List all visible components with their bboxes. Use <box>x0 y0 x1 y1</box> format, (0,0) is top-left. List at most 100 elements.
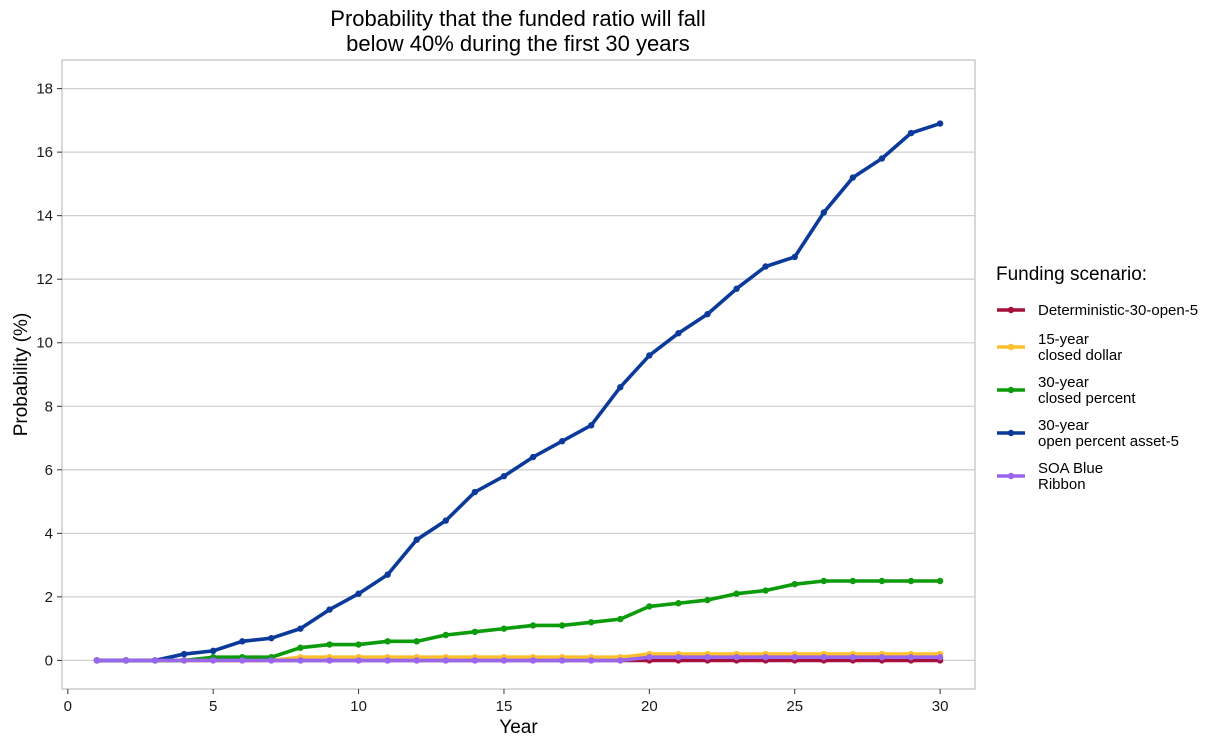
data-point <box>180 657 188 664</box>
legend-label: 30-year <box>1038 374 1089 391</box>
data-point <box>297 644 304 651</box>
x-tick-label: 30 <box>932 698 949 715</box>
series-4 <box>93 654 944 664</box>
y-tick-label: 6 <box>45 462 53 479</box>
data-point <box>471 628 479 636</box>
data-point <box>849 654 857 661</box>
x-axis-label: Year <box>499 717 538 738</box>
data-point <box>442 517 450 524</box>
legend-label: Deterministic-30-open-5 <box>1038 302 1198 319</box>
gridlines <box>62 87 975 662</box>
y-tick-label: 18 <box>36 81 53 98</box>
series-layer <box>93 120 944 664</box>
data-point <box>355 590 362 597</box>
data-point <box>617 615 624 623</box>
data-point <box>704 654 711 661</box>
data-point <box>878 577 886 585</box>
data-point <box>820 577 828 585</box>
data-point <box>529 657 537 664</box>
series-line <box>95 579 942 663</box>
data-point <box>646 654 653 661</box>
data-point <box>529 453 537 461</box>
legend: Funding scenario: Deterministic-30-open-… <box>996 264 1198 493</box>
x-axis: 0 5 10 15 20 25 30 <box>64 689 949 715</box>
data-point <box>791 580 798 588</box>
y-tick-label: 4 <box>45 525 53 542</box>
y-tick-label: 10 <box>36 335 53 352</box>
data-point <box>762 263 769 270</box>
data-point <box>587 619 595 626</box>
data-point <box>529 622 537 629</box>
data-point <box>268 657 275 664</box>
data-point <box>442 631 450 639</box>
data-point <box>907 577 915 585</box>
y-tick-label: 2 <box>45 589 53 606</box>
chart-title-line: below 40% during the first 30 years <box>346 31 690 56</box>
data-point <box>733 654 740 661</box>
data-point <box>646 603 653 610</box>
legend-key-point <box>1007 343 1015 351</box>
y-tick-label: 12 <box>36 271 53 288</box>
data-point <box>413 536 420 543</box>
plot-panel <box>61 59 976 690</box>
legend-label: SOA Blue <box>1038 460 1103 477</box>
data-point <box>704 596 711 604</box>
series-line <box>95 121 942 663</box>
data-point <box>122 657 130 664</box>
data-point <box>762 587 769 594</box>
y-tick-label: 8 <box>45 398 53 415</box>
data-point <box>326 606 333 613</box>
data-point <box>558 438 566 445</box>
legend-key-point <box>1007 472 1015 480</box>
legend-label: closed percent <box>1038 390 1136 407</box>
x-tick-label: 25 <box>786 698 803 715</box>
data-point <box>907 129 915 137</box>
x-tick-label: 0 <box>64 698 72 715</box>
data-point <box>471 488 479 496</box>
data-point <box>878 654 886 661</box>
data-point <box>209 657 217 664</box>
y-tick-label: 16 <box>36 144 53 161</box>
data-point <box>733 285 740 292</box>
data-point <box>239 638 246 645</box>
data-point <box>268 634 275 642</box>
data-point <box>151 657 159 664</box>
legend-key-point <box>1007 429 1015 437</box>
data-point <box>587 422 595 429</box>
data-point <box>704 310 711 318</box>
legend-item: Deterministic-30-open-5 <box>997 302 1198 319</box>
data-point <box>384 638 391 645</box>
chart-title-line: Probability that the funded ratio will f… <box>330 6 705 31</box>
data-point <box>936 577 944 585</box>
data-point <box>820 654 828 661</box>
legend-label: Ribbon <box>1038 476 1086 493</box>
y-tick-label: 0 <box>45 652 53 669</box>
data-point <box>500 472 508 480</box>
data-point <box>646 352 653 359</box>
data-point <box>558 622 566 629</box>
y-axis-label: Probability (%) <box>11 313 32 437</box>
data-point <box>820 209 828 216</box>
y-tick-label: 14 <box>36 208 53 225</box>
data-point <box>849 577 857 585</box>
series-line <box>95 655 942 663</box>
data-point <box>384 657 391 664</box>
legend-key-point <box>1007 306 1015 314</box>
data-point <box>297 625 304 632</box>
series-3 <box>93 120 944 664</box>
data-point <box>849 174 857 181</box>
legend-title: Funding scenario: <box>996 264 1147 285</box>
data-point <box>558 657 566 664</box>
x-tick-label: 20 <box>641 698 658 715</box>
x-tick-label: 15 <box>496 698 513 715</box>
legend-label: 30-year <box>1038 417 1089 434</box>
legend-label: open percent asset-5 <box>1038 433 1179 450</box>
data-point <box>326 657 333 664</box>
data-point <box>878 155 886 162</box>
data-point <box>733 590 740 597</box>
data-point <box>93 657 101 664</box>
